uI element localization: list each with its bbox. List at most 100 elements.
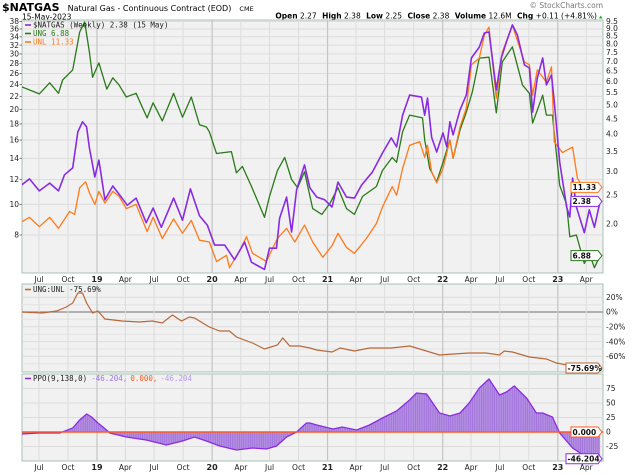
high-value: 2.38: [344, 12, 361, 21]
right-axis-label: 6.0: [606, 77, 618, 86]
x-tick-label: Oct: [177, 463, 190, 472]
x-axis-top: Jul Oct 19 Apr Jul Oct 20 Apr Jul Oct 21 Apr Jul Oct 2…: [33, 275, 593, 284]
ppo-hist-value: -46.204: [160, 374, 192, 383]
price-grid: [22, 20, 603, 273]
ratio-axis-label: 20%: [606, 293, 623, 302]
ratio-line: [22, 292, 601, 369]
x-tick-label: 23: [552, 275, 563, 284]
x-tick-label: Apr: [580, 275, 594, 284]
x-tick-label: 21: [322, 275, 334, 284]
x-tick-label: Oct: [61, 463, 74, 472]
unl-tag-value: 11.33: [573, 183, 597, 192]
x-tick-label: 20: [207, 463, 219, 472]
x-tick-label: Apr: [349, 463, 363, 472]
price-panel-frame: [21, 19, 604, 274]
x-tick-label: Apr: [234, 463, 248, 472]
close-value: 2.38: [433, 12, 450, 21]
natgas-tag: [570, 195, 603, 207]
x-tick-label: Apr: [580, 463, 594, 472]
ung-tag-value: 6.88: [573, 251, 592, 260]
right-axis-label: 9.0: [606, 24, 618, 33]
x-tick-label: Jul: [494, 463, 504, 472]
ung-legend-label: UNG 6.88: [33, 29, 70, 38]
ratio-panel: 20% 0% -20% -40% -60% UNG:UNL -75.69% -75.69%: [21, 283, 625, 374]
x-tick-label: 22: [437, 463, 448, 472]
ppo-tag-value: -46.204: [568, 455, 600, 464]
unl-legend-label: UNL 11.33: [33, 38, 74, 47]
ratio-legend-label: UNG:UNL -75.69%: [33, 285, 101, 294]
ratio-grid: [22, 284, 603, 372]
chg-label: Chg: [517, 12, 533, 21]
ppo-tag: [565, 453, 603, 465]
ppo-axis-label: 75: [606, 384, 616, 393]
low-label: Low: [366, 12, 383, 21]
right-axis-label: 4.5: [606, 114, 618, 123]
ung-line: [22, 21, 601, 269]
right-axis-label: 8.5: [606, 32, 618, 41]
natgas-line: [22, 24, 601, 271]
unl-tag: [570, 181, 603, 193]
x-tick-label: 23: [552, 463, 563, 472]
right-axis-label: 6.5: [606, 66, 618, 75]
right-axis-label: 5.5: [606, 88, 618, 97]
right-axis-label: 2.0: [606, 220, 618, 229]
ratio-axis-label: -40%: [606, 337, 625, 346]
ppo-legend-separator: ,: [153, 374, 158, 383]
ung-tag: [570, 250, 603, 262]
right-axis-label: 4.0: [606, 130, 618, 139]
x-tick-label: Oct: [407, 275, 420, 284]
volume-label: Volume: [455, 12, 486, 21]
left-axis-label: 36: [9, 25, 19, 34]
x-tick-label: Apr: [349, 275, 363, 284]
right-axis-label: 2.5: [606, 191, 618, 200]
volume-value: 12.6M: [488, 12, 511, 21]
ratio-panel-frame: [21, 283, 604, 373]
right-axis-label: 9.5: [606, 17, 618, 26]
ratio-axis-label: 0%: [606, 308, 618, 317]
chart-date: 15-May-2023: [22, 13, 72, 22]
ppo-signal-value: 0.000: [130, 374, 153, 383]
x-tick-label: Oct: [61, 275, 74, 284]
ratio-axis-label: -60%: [606, 352, 625, 361]
left-axis-label: 22: [9, 92, 19, 101]
copyright-link[interactable]: © StockCharts.com: [529, 1, 603, 10]
price-legend: $NATGAS (Weekly) 2.38 (15 May)UNG 6.88UN…: [25, 21, 168, 47]
chg-value: +0.11 (+4.81%): [536, 12, 597, 21]
natgas-tag-value: 2.38: [573, 197, 592, 206]
ppo-signal-tag-value: 0.000: [573, 428, 597, 437]
instrument-name: Natural Gas - Continuous Contract (EOD): [68, 4, 232, 13]
ppo-axis-label: 0: [606, 428, 611, 437]
x-tick-label: Apr: [465, 463, 479, 472]
ppo-legend-label: PPO(9,138,0): [33, 374, 87, 383]
ppo-axis-label: 50: [606, 399, 616, 408]
ratio-axis-label: -20%: [606, 323, 625, 332]
ppo-signal-tag: [570, 426, 603, 438]
left-axis-label: 16: [9, 136, 19, 145]
x-tick-label: Oct: [522, 275, 535, 284]
ppo-legend-value: -46.204: [91, 374, 123, 383]
x-axis-bottom: Jul Oct 19 Apr Jul Oct 20 Apr Jul Oct 21 Apr Jul Oct 2…: [33, 463, 593, 472]
left-axis-label: 34: [9, 32, 19, 41]
right-axis-label: 3.0: [606, 167, 618, 176]
left-axis-label: 30: [9, 50, 19, 59]
left-axis-label: 26: [9, 69, 19, 78]
x-tick-label: Oct: [292, 463, 305, 472]
exchange: CME: [239, 5, 253, 13]
x-tick-label: Oct: [292, 275, 305, 284]
ppo-line: [22, 378, 601, 460]
low-value: 2.25: [385, 12, 402, 21]
left-axis-label: 14: [9, 154, 19, 163]
x-tick-label: Jul: [264, 463, 274, 472]
right-axis-label: 8.0: [606, 39, 618, 48]
x-tick-label: Oct: [522, 463, 535, 472]
left-axis-label: 38: [9, 17, 19, 26]
open-label: Open: [275, 12, 297, 21]
quote-bar: Open 2.27 High 2.38 Low 2.25 Close 2.38 …: [275, 12, 597, 21]
ppo-axis-label: 25: [606, 413, 616, 422]
left-axis-label: 24: [9, 80, 19, 89]
open-value: 2.27: [300, 12, 317, 21]
left-axis-label: 12: [9, 175, 19, 184]
high-label: High: [322, 12, 342, 21]
